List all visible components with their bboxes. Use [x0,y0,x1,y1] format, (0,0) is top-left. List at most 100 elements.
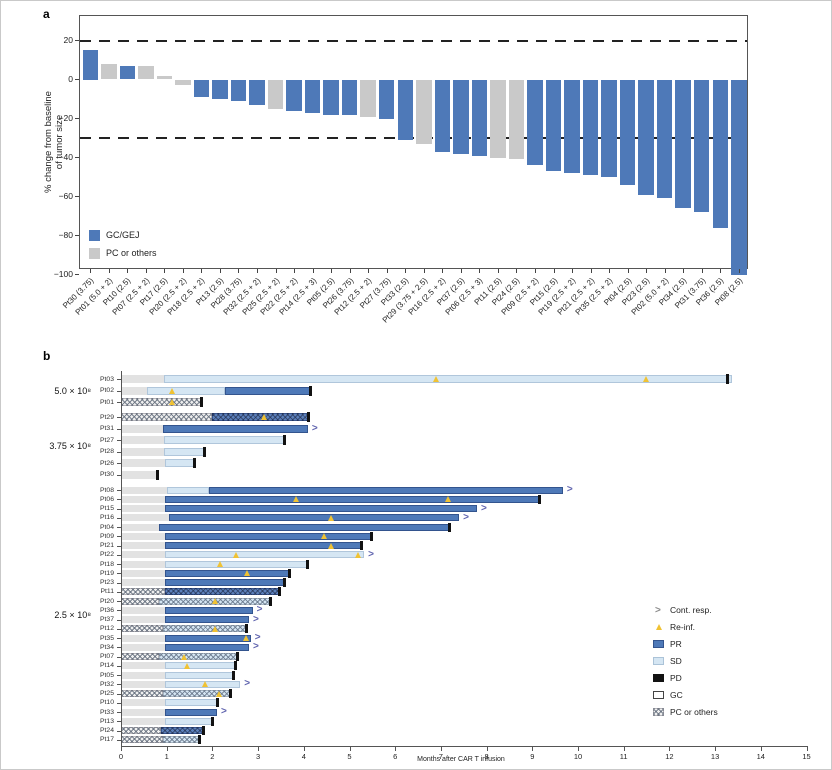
pd-marker [308,385,312,396]
reinf-marker [432,376,439,382]
patient-row-label: Pt31 [100,425,114,432]
pd-marker [283,435,287,445]
x-tick [145,269,147,273]
swimmer-segment-gc [121,486,167,494]
gc-swatch [653,691,664,699]
swimmer-segment-gc [121,386,148,395]
cont-resp-arrow: > [220,706,227,717]
patient-row-tick [117,545,121,547]
patient-row-label: Pt07 [100,653,114,660]
x-tick [664,269,666,273]
legend-label-pd: PD [670,673,682,683]
waterfall-bar [490,79,506,158]
patient-row-tick [117,730,121,732]
gcgej-legend-label: GC/GEJ [106,230,140,240]
swimmer-segment-pr [164,495,541,503]
patient-row-label: Pt27 [100,436,114,444]
pd-marker [537,494,541,504]
swimmer-segment-gc [121,542,165,549]
swimmer-segment-sd [164,662,237,670]
x-tick [257,269,259,273]
waterfall-bar [564,79,580,174]
reinf-icon [656,624,662,630]
swimmer-segment-gc [121,680,165,688]
cont-resp-arrow: > [311,422,318,434]
patient-row-tick [117,402,121,403]
swimmer-segment-pr [225,386,312,395]
pd-marker [283,578,287,587]
y-tick-label: −100 [53,268,73,279]
waterfall-bar [601,79,617,177]
cont-resp-arrow: > [481,502,487,514]
patient-row-label: Pt20 [100,597,114,605]
swimmer-segment-sd [164,459,196,467]
panel-b-label: b [43,349,51,363]
pd-marker [288,568,292,578]
pd-marker [232,670,236,680]
month-tick-label: 3 [256,752,261,761]
waterfall-bar [156,75,173,80]
month-tick [349,747,351,751]
swimmer-segment-gc [121,436,164,444]
month-tick-label: 4 [301,752,306,761]
swimmer-segment-sd [164,717,214,725]
waterfall-bar [416,79,432,144]
x-tick [609,269,611,273]
patient-row-label: Pt16 [100,514,114,522]
patient-row-label: Pt10 [100,699,114,707]
patient-row-label: Pt14 [100,662,114,670]
x-tick [423,269,425,273]
patient-row-label: Pt05 [100,671,114,679]
reinf-marker [244,570,251,577]
waterfall-bar [378,79,395,119]
patient-row-label: Pt24 [100,727,114,734]
x-tick [312,269,314,273]
patient-row-label: Pt32 [100,680,114,688]
reinf-marker [217,561,224,567]
swimmer-segment-sd_hatch [163,625,248,633]
month-tick-label: 5 [347,752,352,761]
reinf-marker [211,598,218,604]
pd-marker [447,522,451,532]
pd-marker [278,587,282,597]
reinf-marker [355,551,362,558]
patient-row-tick [117,610,121,612]
swimmer-segment-pr_hatch [164,588,281,596]
x-axis-title: Months after CAR T infusion [417,756,505,763]
patient-row-tick [117,517,121,519]
swimmer-segment-gc [121,514,169,522]
patient-row-tick [117,463,121,464]
swimmer-segment-sd [164,560,309,568]
patient-row-label: Pt37 [100,616,114,623]
legend-label-sd: SD [670,656,682,666]
pd-marker [228,689,232,698]
legend-label-reinf: Re-inf. [670,622,696,632]
swimmer-segment-pr [164,643,249,651]
b-y-axis-line [121,371,122,746]
waterfall-bar [582,79,599,176]
patient-row-tick [117,428,121,430]
patient-row-label: Pt09 [100,532,114,540]
swimmer-segment-gc [121,375,164,383]
pd-marker [269,596,273,606]
swimmer-segment-sd [166,486,210,494]
waterfall-bar [619,79,636,185]
pc-legend-label: PC or others [106,248,157,258]
month-tick-label: 13 [710,752,720,761]
month-tick-label: 11 [619,752,628,761]
waterfall-bar [545,79,562,172]
waterfall-bar [323,79,339,115]
reinf-marker [212,625,219,632]
waterfall-bar [527,79,543,166]
patient-row-tick [117,702,121,704]
swimmer-segment-gc [121,505,165,512]
reinf-marker [183,662,190,669]
swimmer-segment-pc [121,727,162,734]
swimmer-segment-pr [164,532,373,540]
swimmer-segment-pr [159,523,451,531]
swimmer-segment-gc [121,495,165,503]
swimmer-segment-gc [121,551,165,559]
pd-marker [245,624,249,634]
swimmer-segment-pc [121,653,160,660]
patient-row-tick [117,675,121,676]
